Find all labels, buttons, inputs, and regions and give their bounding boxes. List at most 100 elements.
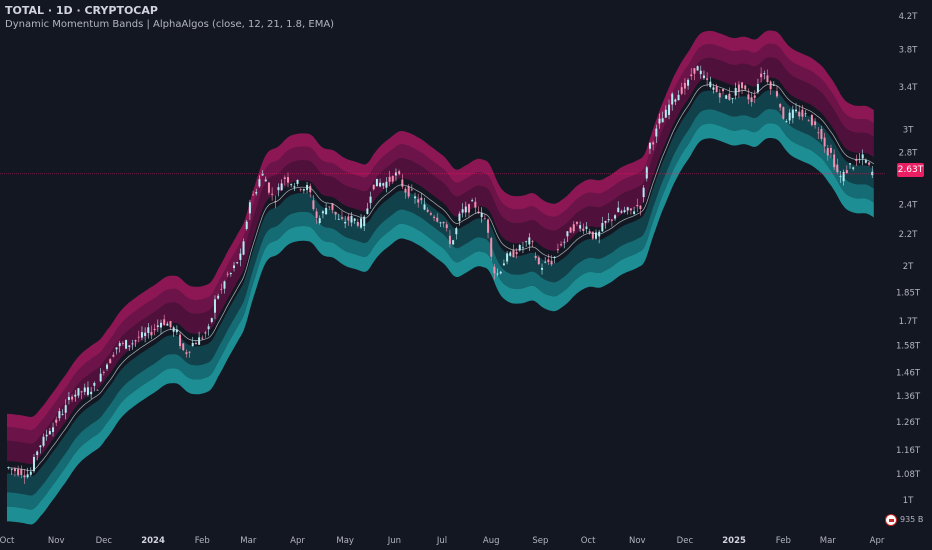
- candle-body: [344, 221, 347, 224]
- candle-body: [572, 224, 575, 232]
- candle-body: [77, 388, 80, 396]
- candle-body: [471, 200, 474, 202]
- candle-body: [683, 82, 686, 89]
- candle-body: [868, 162, 871, 165]
- x-tick-label: Mar: [820, 536, 837, 546]
- candle-body: [807, 120, 810, 122]
- candle-body: [394, 172, 397, 176]
- candle-body: [795, 109, 798, 112]
- candle-body: [144, 332, 147, 336]
- candle-body: [201, 337, 204, 339]
- candle-body: [261, 173, 264, 176]
- candle-body: [728, 93, 731, 100]
- candle-body: [159, 322, 162, 328]
- candle-body: [309, 185, 312, 193]
- ema-line: [6, 83, 874, 472]
- candle-body: [693, 68, 696, 74]
- candle-body: [836, 164, 839, 173]
- candle-body: [766, 75, 769, 83]
- candle-body: [185, 352, 188, 355]
- candle-body: [769, 81, 772, 90]
- candle-body: [293, 186, 296, 188]
- candle-body: [29, 471, 32, 475]
- candle-body: [296, 179, 299, 184]
- candle-body: [325, 207, 328, 215]
- candle-body: [614, 215, 617, 219]
- x-tick-label: 2025: [722, 536, 746, 546]
- x-tick-label: Nov: [48, 536, 65, 546]
- candle-body: [163, 319, 166, 325]
- candle-body: [93, 382, 96, 386]
- candle-body: [467, 204, 470, 213]
- candle-body: [715, 86, 718, 92]
- candle-body: [436, 217, 439, 222]
- candle-body: [585, 226, 588, 230]
- candle-body: [287, 177, 290, 183]
- candle-body: [801, 109, 804, 117]
- candle-body: [537, 257, 540, 265]
- candle-body: [125, 340, 128, 349]
- upper-band-layer: [7, 57, 874, 465]
- candle-body: [223, 281, 226, 289]
- candle-body: [782, 107, 785, 119]
- candle-body: [753, 95, 756, 98]
- candle-body: [461, 209, 464, 213]
- candle-body: [623, 210, 626, 212]
- candle-body: [175, 329, 178, 333]
- candle-body: [852, 167, 855, 169]
- candle-body: [747, 94, 750, 100]
- candle-body: [391, 176, 394, 182]
- candle-body: [245, 221, 248, 229]
- candle-body: [318, 218, 321, 224]
- candle-body: [718, 93, 721, 98]
- candle-body: [579, 225, 582, 229]
- candle-body: [569, 227, 572, 233]
- candle-body: [109, 359, 112, 364]
- x-tick-label: Sep: [532, 536, 548, 546]
- candle-body: [334, 211, 337, 215]
- candle-body: [607, 219, 610, 221]
- candle-body: [636, 205, 639, 207]
- candle-body: [839, 176, 842, 178]
- candle-body: [521, 247, 524, 249]
- candle-body: [741, 82, 744, 89]
- candle-body: [226, 273, 229, 275]
- candle-body: [547, 259, 550, 263]
- candle-body: [280, 183, 283, 191]
- y-tick-label: 4.2T: [899, 12, 919, 22]
- candle-body: [756, 84, 759, 93]
- candle-body: [699, 70, 702, 75]
- candle-body: [236, 262, 239, 264]
- x-tick-label: Nov: [629, 536, 646, 546]
- candle-body: [639, 205, 642, 210]
- candle-body: [680, 87, 683, 94]
- candle-body: [207, 326, 210, 330]
- candle-body: [750, 97, 753, 102]
- candle-body: [629, 208, 632, 211]
- candle-body: [633, 211, 636, 215]
- candle-body: [363, 216, 366, 227]
- candle-body: [582, 228, 585, 232]
- candle-body: [277, 187, 280, 191]
- flag-icon[interactable]: [885, 514, 897, 526]
- candle-body: [258, 179, 261, 187]
- candle-body: [820, 128, 823, 139]
- candle-body: [655, 128, 658, 137]
- candle-body: [668, 104, 671, 115]
- candle-body: [731, 98, 734, 100]
- candle-body: [464, 206, 467, 213]
- candle-body: [32, 456, 35, 472]
- candle-body: [414, 196, 417, 199]
- candle-body: [744, 85, 747, 90]
- symbol-title[interactable]: TOTAL · 1D · CRYPTOCAP: [5, 4, 158, 17]
- candle-body: [610, 219, 613, 221]
- candle-body: [496, 273, 499, 275]
- candles: [6, 65, 874, 484]
- candle-body: [575, 221, 578, 224]
- indicator-legend[interactable]: Dynamic Momentum Bands | AlphaAlgos (clo…: [5, 19, 335, 30]
- candle-body: [829, 147, 832, 153]
- x-tick-label: Jul: [436, 536, 447, 546]
- candle-body: [83, 387, 86, 392]
- candle-body: [150, 331, 153, 336]
